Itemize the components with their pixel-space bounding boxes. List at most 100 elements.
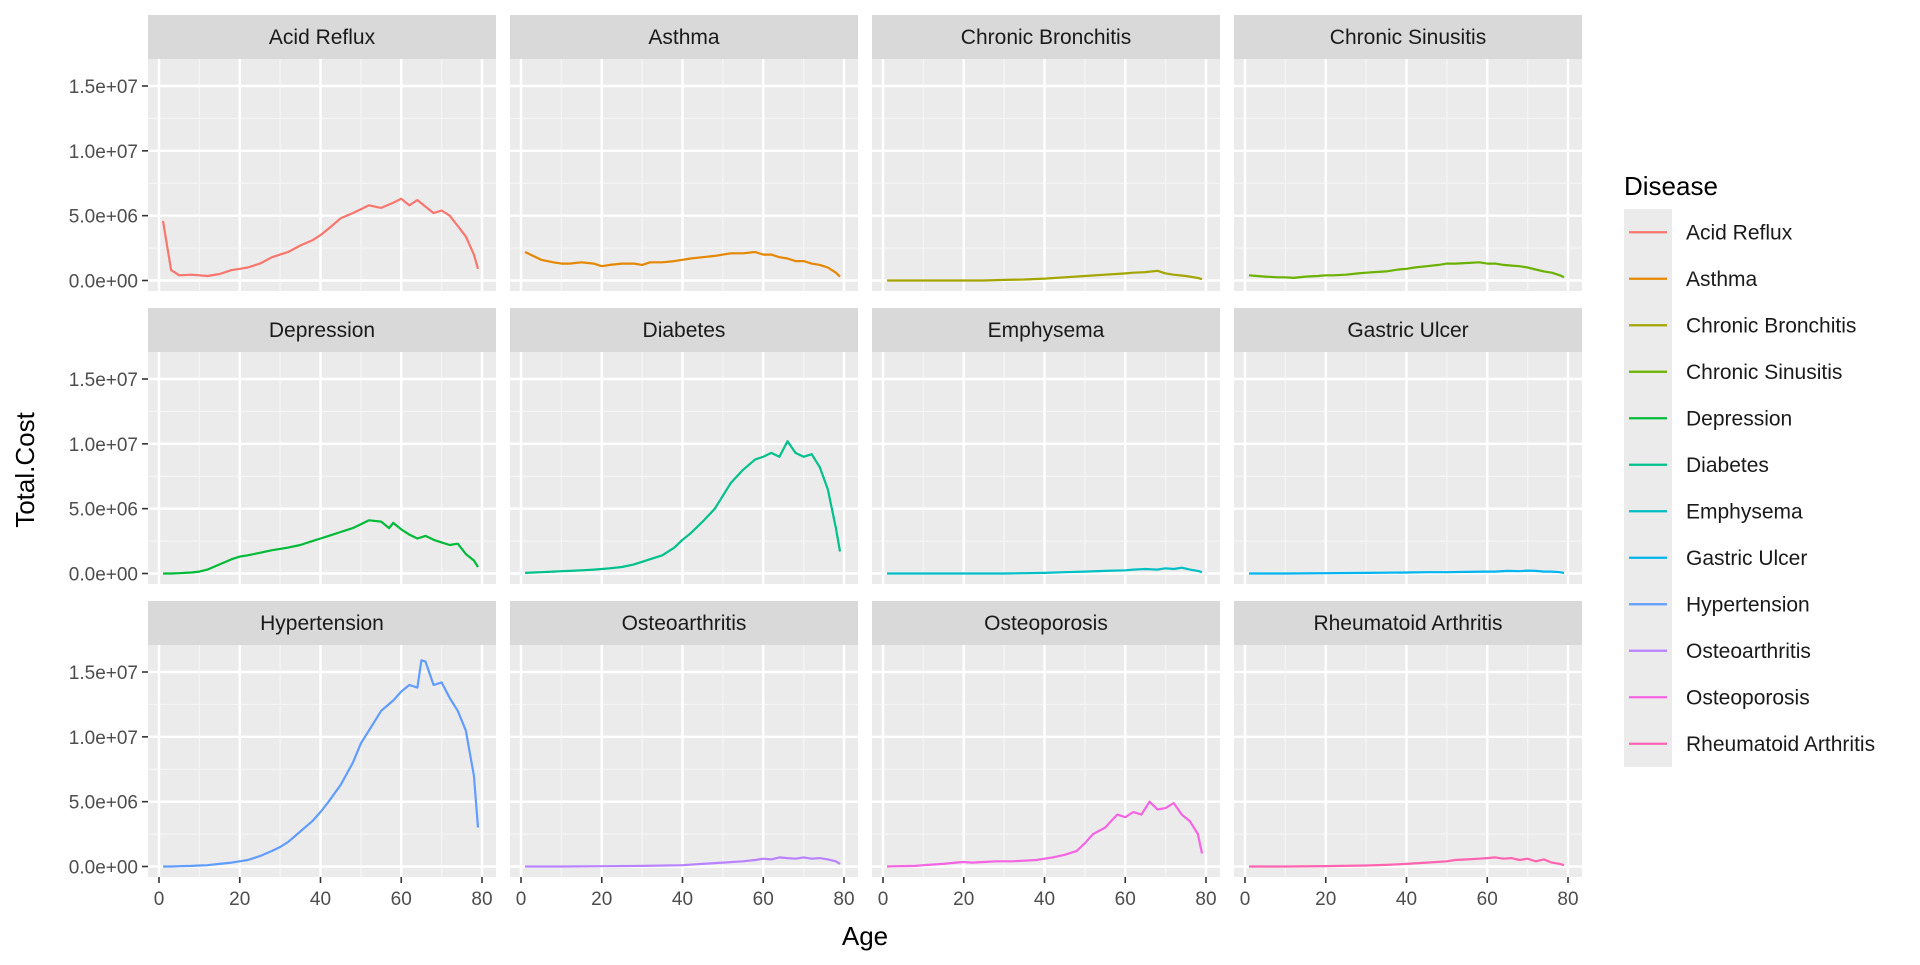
- legend-item: Chronic Sinusitis: [1629, 361, 1842, 384]
- legend-label: Chronic Sinusitis: [1686, 361, 1842, 384]
- x-tick-label: 0: [154, 889, 165, 910]
- facet-strip-label: Chronic Sinusitis: [1330, 26, 1486, 49]
- panel-background: [510, 59, 858, 291]
- facet-strip: [1234, 15, 1582, 59]
- facet-strip-label: Chronic Bronchitis: [961, 26, 1131, 49]
- legend-label: Chronic Bronchitis: [1686, 314, 1856, 337]
- facet-strip: [1234, 308, 1582, 352]
- facet-strip-label: Gastric Ulcer: [1347, 319, 1468, 342]
- panel-background: [872, 59, 1220, 291]
- y-tick-label: 5.0e+06: [69, 500, 138, 521]
- y-tick-label: 1.0e+07: [69, 728, 138, 749]
- facet-strip: [148, 15, 496, 59]
- facet-panel: Rheumatoid Arthritis 0 20 40 60 80: [1234, 601, 1582, 910]
- legend-key-background: [1624, 209, 1672, 767]
- facet-strip: [872, 308, 1220, 352]
- legend-item: Rheumatoid Arthritis: [1629, 733, 1875, 756]
- y-tick-label: 5.0e+06: [69, 793, 138, 814]
- legend-label: Acid Reflux: [1686, 221, 1793, 244]
- series-line: [1249, 569, 1565, 575]
- series-line: [163, 659, 480, 868]
- panel-background: [1234, 59, 1582, 291]
- legend-item: Gastric Ulcer: [1629, 547, 1807, 570]
- legend-label: Asthma: [1686, 268, 1758, 291]
- facet-strip-label: Osteoporosis: [984, 612, 1108, 635]
- x-tick-label: 0: [516, 889, 527, 910]
- facet-strip: [872, 15, 1220, 59]
- legend-item: Diabetes: [1629, 454, 1769, 477]
- series-line: [524, 440, 842, 574]
- x-tick-label: 80: [471, 889, 492, 910]
- facet-panel: Osteoporosis 0 20 40 60 80: [872, 601, 1220, 910]
- facet-panel: Chronic Bronchitis: [872, 15, 1220, 291]
- facet-strip: [510, 308, 858, 352]
- facet-strip: [510, 601, 858, 645]
- legend-label: Osteoarthritis: [1686, 640, 1811, 663]
- facet-strip-label: Osteoarthritis: [622, 612, 747, 635]
- legend-item: Osteoarthritis: [1629, 640, 1811, 663]
- facet-strip-label: Acid Reflux: [269, 26, 376, 49]
- facet-strip-label: Depression: [269, 319, 375, 342]
- series-line: [525, 856, 841, 868]
- facet-strip-label: Rheumatoid Arthritis: [1313, 612, 1502, 635]
- facet-strip-label: Asthma: [648, 26, 720, 49]
- legend-label: Emphysema: [1686, 500, 1803, 523]
- x-tick-label: 80: [1557, 889, 1578, 910]
- legend-title: Disease: [1624, 171, 1718, 201]
- y-tick-label: 1.0e+07: [69, 142, 138, 163]
- y-axis-title: Total.Cost: [10, 411, 40, 527]
- series-line: [887, 269, 1203, 282]
- legend-item: Acid Reflux: [1629, 221, 1793, 244]
- series-line: [163, 519, 479, 575]
- panel-background: [510, 352, 858, 584]
- panels-layer: Acid Reflux 0.0e+00 5.0e+06 1.0e+07 1.5e+07 A…: [69, 15, 1582, 910]
- x-tick-label: 40: [310, 889, 331, 910]
- x-tick-label: 20: [953, 889, 974, 910]
- panel-background: [148, 59, 496, 291]
- series-line: [886, 800, 1204, 868]
- x-tick-label: 40: [672, 889, 693, 910]
- y-tick-label: 1.5e+07: [69, 77, 138, 98]
- x-tick-label: 20: [1315, 889, 1336, 910]
- facet-panel: Emphysema: [872, 308, 1220, 584]
- legend-label: Depression: [1686, 407, 1792, 430]
- x-tick-label: 80: [1195, 889, 1216, 910]
- legend-item: Depression: [1629, 407, 1792, 430]
- series-line: [1248, 261, 1565, 279]
- facet-panel: Chronic Sinusitis: [1234, 15, 1582, 291]
- x-tick-label: 40: [1396, 889, 1417, 910]
- x-tick-label: 80: [833, 889, 854, 910]
- panel-background: [510, 645, 858, 877]
- facet-strip: [872, 601, 1220, 645]
- x-tick-label: 60: [753, 889, 774, 910]
- facet-strip: [148, 601, 496, 645]
- facet-panel: Hypertension 0.0e+00 5.0e+06 1.0e+07 1.5e+07…: [69, 601, 496, 910]
- facet-panel: Asthma: [510, 15, 858, 291]
- y-tick-label: 0.0e+00: [69, 565, 138, 586]
- panel-background: [148, 645, 496, 877]
- y-tick-label: 1.5e+07: [69, 663, 138, 684]
- legend-item: Asthma: [1629, 268, 1758, 291]
- y-tick-label: 5.0e+06: [69, 207, 138, 228]
- legend-item: Chronic Bronchitis: [1629, 314, 1856, 337]
- facet-panel: Osteoarthritis 0 20 40 60 80: [510, 601, 858, 910]
- x-tick-label: 60: [1477, 889, 1498, 910]
- legend-label: Osteoporosis: [1686, 686, 1810, 709]
- x-tick-label: 20: [229, 889, 250, 910]
- legend-label: Rheumatoid Arthritis: [1686, 733, 1875, 756]
- facet-panel: Diabetes: [510, 308, 858, 584]
- panel-background: [872, 645, 1220, 877]
- x-tick-label: 60: [391, 889, 412, 910]
- y-tick-label: 0.0e+00: [69, 858, 138, 879]
- y-tick-label: 1.5e+07: [69, 370, 138, 391]
- series-line: [524, 250, 841, 278]
- y-tick-label: 0.0e+00: [69, 272, 138, 293]
- legend-item: Emphysema: [1629, 500, 1803, 523]
- panel-background: [148, 352, 496, 584]
- panel-background: [1234, 645, 1582, 877]
- facet-panel: Gastric Ulcer: [1234, 308, 1582, 584]
- legend-item: Osteoporosis: [1629, 686, 1810, 709]
- facet-strip: [1234, 601, 1582, 645]
